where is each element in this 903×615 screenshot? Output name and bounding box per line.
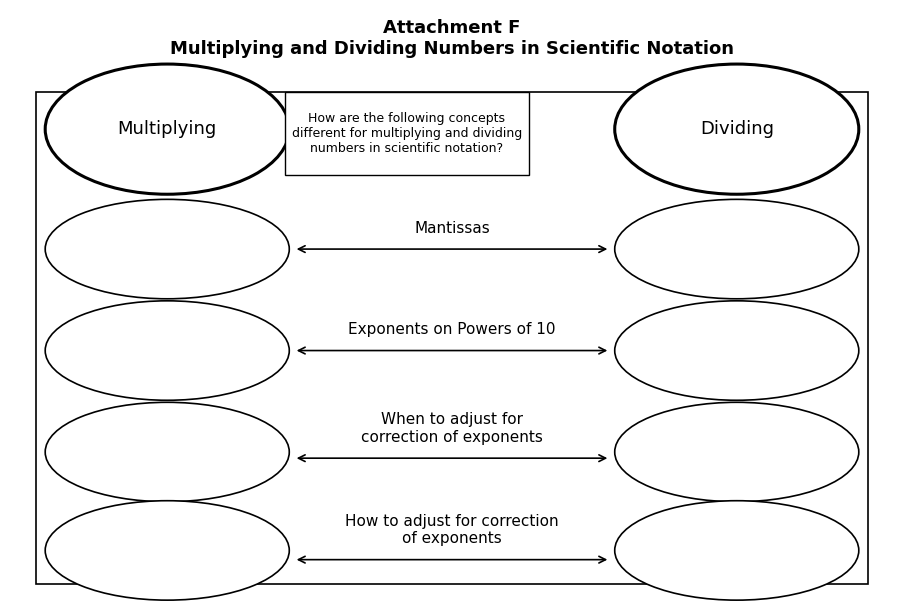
Text: Dividing: Dividing [699,120,773,138]
Text: Multiplying and Dividing Numbers in Scientific Notation: Multiplying and Dividing Numbers in Scie… [170,40,733,58]
Text: When to adjust for
correction of exponents: When to adjust for correction of exponen… [360,412,543,445]
Ellipse shape [45,501,289,600]
Ellipse shape [45,199,289,299]
Ellipse shape [614,402,858,502]
Text: Attachment F: Attachment F [383,18,520,37]
Bar [284,92,528,175]
Ellipse shape [45,402,289,502]
Text: Multiplying: Multiplying [117,120,217,138]
Ellipse shape [614,501,858,600]
Ellipse shape [614,301,858,400]
Text: Mantissas: Mantissas [414,221,489,236]
Bar [36,92,867,584]
Ellipse shape [614,64,858,194]
Ellipse shape [45,301,289,400]
Ellipse shape [614,199,858,299]
Text: How are the following concepts
different for multiplying and dividing
numbers in: How are the following concepts different… [292,113,521,155]
Text: How to adjust for correction
of exponents: How to adjust for correction of exponent… [345,514,558,546]
Ellipse shape [45,64,289,194]
Text: Exponents on Powers of 10: Exponents on Powers of 10 [348,322,555,337]
